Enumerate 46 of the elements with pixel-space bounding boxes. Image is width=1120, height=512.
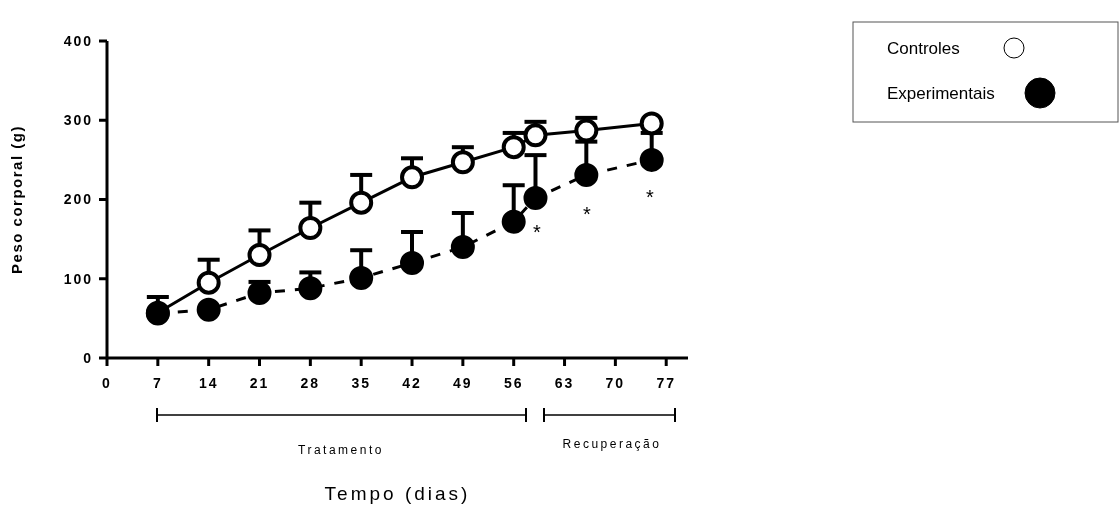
x-tick-label: 77 bbox=[656, 375, 676, 391]
annotation: * bbox=[646, 186, 655, 208]
y-axis-title: Peso corporal (g) bbox=[8, 125, 25, 274]
point bbox=[298, 276, 323, 301]
y-tick-label: 400 bbox=[63, 32, 93, 49]
x-tick-label: 63 bbox=[554, 375, 575, 391]
point bbox=[574, 162, 599, 187]
x-tick-label: 49 bbox=[453, 375, 473, 391]
point bbox=[639, 147, 664, 172]
point bbox=[298, 216, 323, 241]
point bbox=[523, 185, 548, 210]
point bbox=[400, 250, 425, 275]
annotation: * bbox=[533, 221, 542, 243]
point bbox=[247, 281, 272, 306]
point bbox=[247, 242, 272, 267]
point bbox=[523, 123, 548, 148]
annotation: * bbox=[583, 203, 592, 225]
point bbox=[501, 135, 526, 160]
point bbox=[400, 165, 425, 190]
point bbox=[639, 111, 664, 136]
x-tick-label: 0 bbox=[102, 375, 112, 391]
x-tick-label: 42 bbox=[402, 375, 422, 391]
y-tick-label: 100 bbox=[63, 270, 93, 287]
point bbox=[501, 209, 526, 234]
x-tick-label: 35 bbox=[351, 375, 371, 391]
point bbox=[450, 150, 475, 175]
point bbox=[196, 297, 221, 322]
text: Tratamento bbox=[298, 443, 384, 458]
x-tick-label: 7 bbox=[152, 375, 163, 391]
point bbox=[450, 235, 475, 260]
text: Controles bbox=[887, 38, 960, 58]
point bbox=[574, 118, 599, 143]
x-tick-label: 14 bbox=[198, 375, 219, 391]
point bbox=[349, 190, 374, 215]
x-tick-label: 56 bbox=[503, 375, 524, 391]
y-tick-label: 0 bbox=[83, 349, 93, 366]
x-tick-label: 28 bbox=[300, 375, 321, 391]
y-tick-label: 300 bbox=[63, 112, 93, 129]
x-tick-label: 21 bbox=[249, 375, 270, 391]
text: Recuperação bbox=[562, 437, 662, 452]
x-axis-title: Tempo (dias) bbox=[324, 483, 471, 504]
point bbox=[349, 265, 374, 290]
x-tick-label: 70 bbox=[605, 375, 626, 391]
legend-label: Experimentais bbox=[887, 83, 995, 103]
point bbox=[196, 270, 221, 295]
y-tick-label: 200 bbox=[63, 191, 93, 208]
